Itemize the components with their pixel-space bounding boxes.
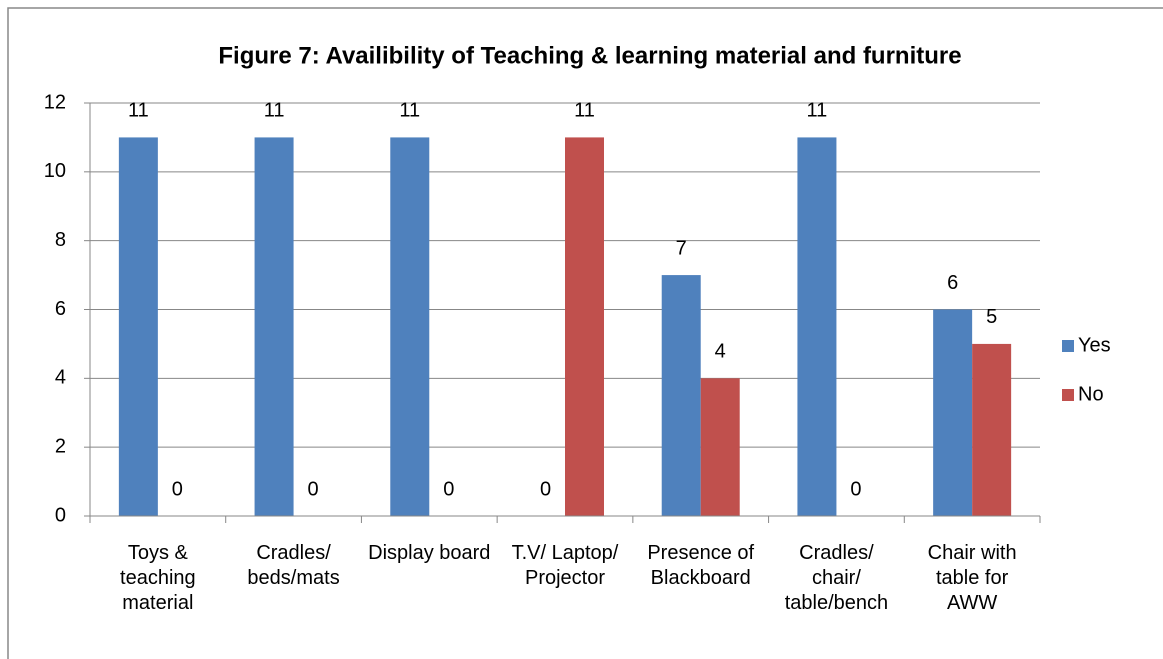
legend-label: Yes xyxy=(1078,334,1111,356)
legend-label: No xyxy=(1078,383,1104,405)
bar xyxy=(565,137,604,516)
bar xyxy=(118,137,158,516)
data-label: 5 xyxy=(986,306,997,328)
bar xyxy=(390,137,430,516)
data-label: 0 xyxy=(850,478,861,500)
x-tick-label: Chair with table for AWW xyxy=(927,542,1017,614)
chart-frame xyxy=(7,7,1163,659)
data-label: 11 xyxy=(264,100,285,122)
data-label: 11 xyxy=(807,100,828,122)
bar xyxy=(661,275,701,516)
data-label: 6 xyxy=(947,272,958,294)
data-label: 11 xyxy=(399,100,420,122)
y-tick-label: 2 xyxy=(55,435,66,457)
bar xyxy=(700,378,740,516)
x-tick-label: Display board xyxy=(368,542,491,564)
chart-title: Figure 7: Availibility of Teaching & lea… xyxy=(218,42,961,69)
x-tick-label: Cradles/ chair/ table/bench xyxy=(784,542,889,614)
data-label: 0 xyxy=(308,478,319,500)
bar xyxy=(933,309,973,516)
y-tick-label: 0 xyxy=(55,504,66,526)
y-tick-label: 4 xyxy=(55,367,66,389)
bar xyxy=(797,137,837,516)
x-tick-label: T.V/ Laptop/ Projector xyxy=(511,542,619,589)
x-tick-label: Cradles/ beds/mats xyxy=(247,542,340,589)
data-label: 4 xyxy=(715,341,726,363)
y-tick-label: 6 xyxy=(55,298,66,320)
bar xyxy=(254,137,294,516)
legend-swatch xyxy=(1062,389,1074,401)
data-label: 7 xyxy=(676,237,687,259)
data-label: 11 xyxy=(574,100,595,122)
bar xyxy=(972,343,1012,516)
legend-swatch xyxy=(1062,340,1074,352)
data-label: 11 xyxy=(128,100,149,122)
y-tick-label: 8 xyxy=(55,229,66,251)
x-tick-label: Toys & teaching material xyxy=(120,542,196,614)
y-tick-label: 10 xyxy=(44,160,66,182)
x-tick-label: Presence of Blackboard xyxy=(647,542,755,589)
data-label: 0 xyxy=(443,478,454,500)
y-tick-label: 12 xyxy=(44,91,66,113)
data-label: 0 xyxy=(540,478,551,500)
data-label: 0 xyxy=(172,478,183,500)
